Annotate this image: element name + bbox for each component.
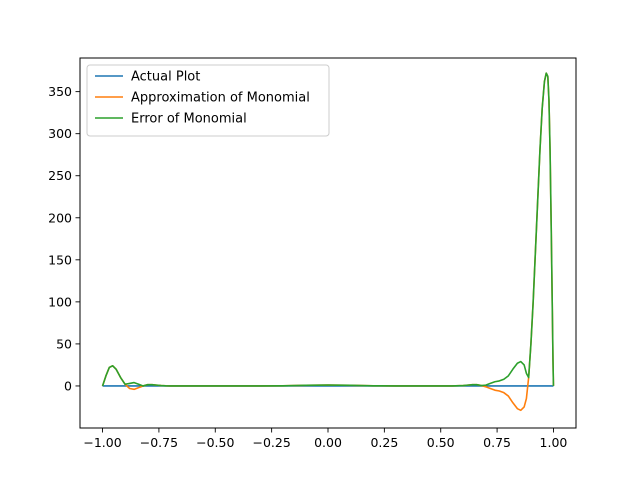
y-axis: 0 50 100 150 200 250 300 350 <box>48 84 80 393</box>
x-tick-label: 0.75 <box>483 435 511 450</box>
y-tick-label: 350 <box>48 84 72 99</box>
plot-lines <box>101 72 555 412</box>
legend-frame <box>86 64 330 137</box>
x-tick-label: 0.25 <box>370 435 398 450</box>
x-tick-label: −1.00 <box>83 435 121 450</box>
x-tick-label: 0.00 <box>314 435 342 450</box>
x-axis: −1.00 −0.75 −0.50 −0.25 0.00 0.25 0.50 0.75 1.00 <box>83 428 567 450</box>
y-tick-label: 0 <box>64 378 72 393</box>
x-tick-label: 0.50 <box>427 435 455 450</box>
y-tick-label: 200 <box>48 210 72 225</box>
y-tick-label: 150 <box>48 252 72 267</box>
legend-label: Approximation of Monomial <box>131 91 310 106</box>
legend-label: Error of Monomial <box>131 112 247 127</box>
y-tick-label: 300 <box>48 126 72 141</box>
legend: Actual Plot Approximation of Monomial Erro… <box>86 64 330 137</box>
y-tick-label: 100 <box>48 294 72 309</box>
y-tick-label: 250 <box>48 168 72 183</box>
legend-label: Actual Plot <box>131 70 200 85</box>
x-tick-label: −0.75 <box>140 435 178 450</box>
x-tick-label: 1.00 <box>540 435 568 450</box>
x-tick-label: −0.25 <box>252 435 290 450</box>
series-line-3 <box>101 72 555 387</box>
y-tick-label: 50 <box>56 336 72 351</box>
x-tick-label: −0.50 <box>196 435 234 450</box>
